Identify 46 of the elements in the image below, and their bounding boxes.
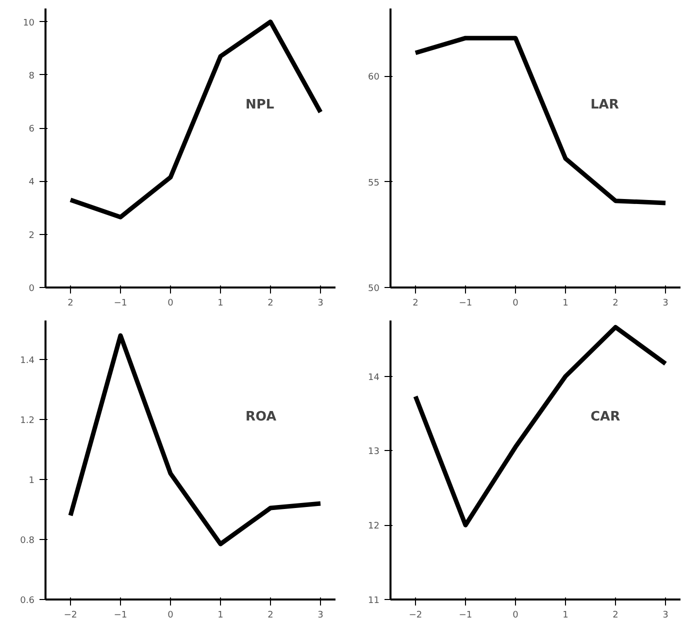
x-tick-label: 3 bbox=[318, 610, 324, 620]
x-tick-label: 1 bbox=[218, 298, 224, 308]
x-tick-label: 1 bbox=[562, 298, 568, 308]
y-tick-label: 1.2 bbox=[20, 416, 35, 426]
y-tick-label: 2 bbox=[28, 230, 35, 241]
annotation: LAR bbox=[590, 98, 619, 112]
y-tick-label: 8 bbox=[28, 71, 35, 82]
y-tick-label: 50 bbox=[368, 284, 380, 294]
x-tick-label: 0 bbox=[168, 610, 174, 620]
y-tick-label: 55 bbox=[368, 178, 380, 188]
y-tick-label: 0.8 bbox=[20, 536, 35, 546]
y-tick-label: 11 bbox=[368, 596, 380, 606]
y-tick-label: 0.6 bbox=[20, 596, 35, 606]
annotation: NPL bbox=[246, 98, 274, 112]
x-tick-label: 2 bbox=[68, 298, 74, 308]
y-tick-label: 12 bbox=[368, 522, 380, 532]
y-tick-label: 6 bbox=[28, 124, 35, 135]
x-tick-label: −1 bbox=[458, 298, 472, 308]
y-tick-label: 0 bbox=[28, 284, 35, 294]
x-tick-label: −2 bbox=[64, 610, 78, 620]
x-tick-label: 1 bbox=[218, 610, 224, 620]
annotation: CAR bbox=[590, 410, 620, 424]
y-tick-label: 4 bbox=[28, 178, 35, 188]
x-tick-label: 0 bbox=[168, 298, 174, 308]
y-tick-label: 1.4 bbox=[20, 356, 35, 366]
x-tick-label: 0 bbox=[512, 610, 519, 620]
x-tick-label: 3 bbox=[662, 298, 668, 308]
x-tick-label: 0 bbox=[512, 298, 519, 308]
y-tick-label: 14 bbox=[368, 372, 380, 383]
x-tick-label: 1 bbox=[562, 610, 568, 620]
x-tick-label: 2 bbox=[612, 298, 618, 308]
x-tick-label: −1 bbox=[114, 298, 128, 308]
x-tick-label: −1 bbox=[458, 610, 472, 620]
x-tick-label: 2 bbox=[612, 610, 618, 620]
x-tick-label: 2 bbox=[268, 610, 274, 620]
y-tick-label: 13 bbox=[368, 447, 380, 458]
x-tick-label: 2 bbox=[268, 298, 274, 308]
x-tick-label: 2 bbox=[412, 298, 418, 308]
x-tick-label: −1 bbox=[114, 610, 128, 620]
y-tick-label: 10 bbox=[23, 18, 35, 28]
annotation: ROA bbox=[246, 410, 276, 424]
y-tick-label: 60 bbox=[368, 72, 380, 83]
x-tick-label: −2 bbox=[408, 610, 422, 620]
y-tick-label: 1 bbox=[28, 476, 35, 486]
x-tick-label: 3 bbox=[318, 298, 324, 308]
x-tick-label: 3 bbox=[662, 610, 668, 620]
